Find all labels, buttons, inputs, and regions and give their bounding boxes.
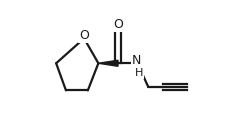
Text: O: O [113, 18, 123, 31]
Text: N: N [132, 54, 142, 67]
Text: H: H [135, 68, 143, 78]
Text: O: O [79, 29, 89, 42]
Polygon shape [98, 60, 118, 66]
